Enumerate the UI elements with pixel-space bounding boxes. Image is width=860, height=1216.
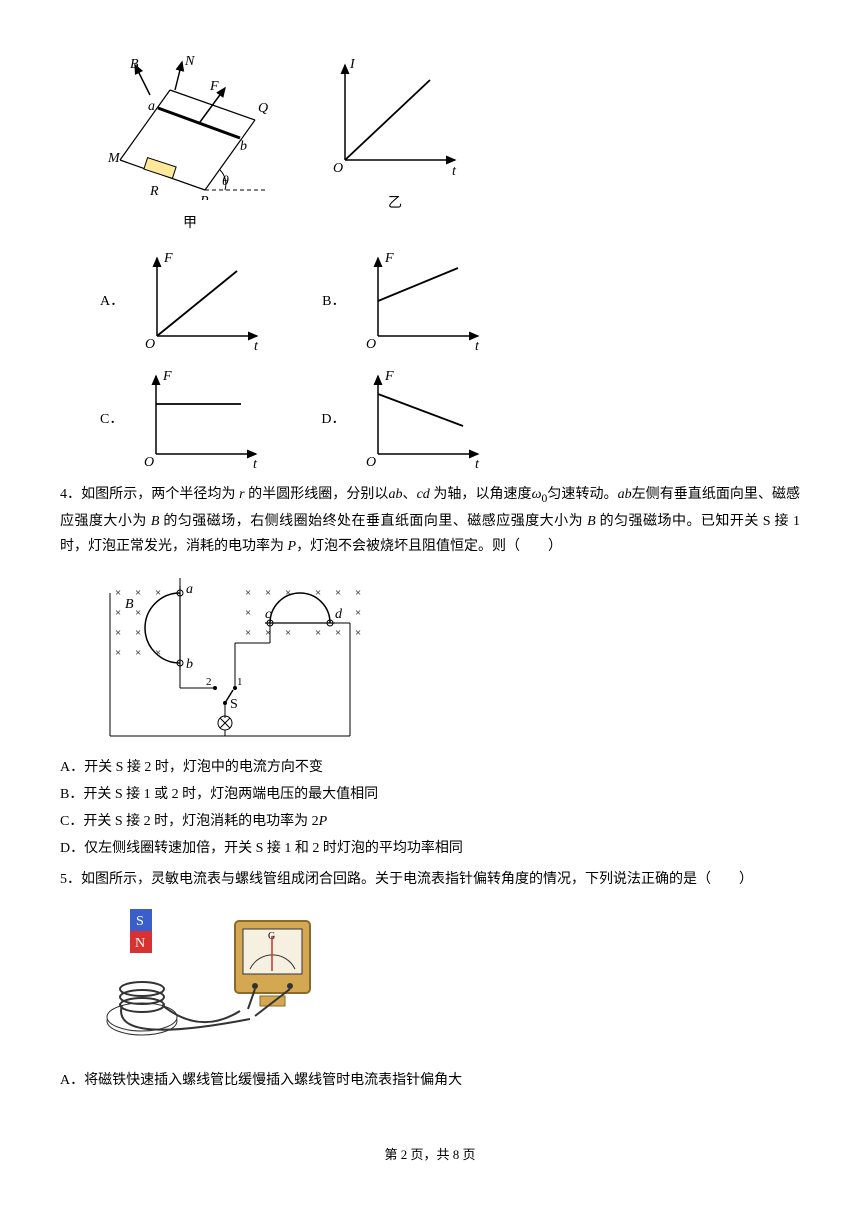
- svg-text:O: O: [366, 337, 376, 352]
- svg-text:×: ×: [355, 627, 361, 639]
- svg-text:×: ×: [285, 627, 291, 639]
- svg-text:×: ×: [115, 627, 121, 639]
- q4-circuit-svg: ××× ×× ×× ××× ×××××× ×× ××××××: [100, 568, 380, 738]
- svg-text:d: d: [335, 607, 343, 622]
- option-c-graph: O t F: [131, 364, 271, 474]
- svg-text:×: ×: [355, 607, 361, 619]
- q3-option-a: A． O t F: [100, 246, 272, 356]
- option-b-label: B．: [322, 289, 345, 314]
- svg-text:O: O: [366, 455, 376, 470]
- svg-text:2: 2: [206, 676, 212, 688]
- svg-text:F: F: [209, 79, 219, 94]
- q4-option-d: D．仅左侧线圈转速加倍，开关 S 接 1 和 2 时灯泡的平均功率相同: [60, 836, 800, 861]
- svg-text:×: ×: [335, 587, 341, 599]
- q4-text: 4．如图所示，两个半径均为 r 的半圆形线圈，分别以ab、cd 为轴，以角速度ω…: [60, 482, 800, 559]
- svg-text:×: ×: [245, 627, 251, 639]
- svg-text:b: b: [240, 139, 247, 154]
- option-a-graph: O t F: [132, 246, 272, 356]
- q5-option-a: A．将磁铁快速插入螺线管比缓慢插入螺线管时电流表指针偏角大: [60, 1068, 800, 1093]
- q5-diagram: S N G: [100, 901, 800, 1060]
- option-a-label: A．: [100, 289, 124, 314]
- q5-num: 5．: [60, 872, 81, 887]
- svg-text:×: ×: [115, 607, 121, 619]
- svg-text:F: F: [162, 369, 172, 384]
- svg-text:P: P: [199, 194, 209, 200]
- q4-option-a: A．开关 S 接 2 时，灯泡中的电流方向不变: [60, 755, 800, 780]
- q4-diagram: ××× ×× ×× ××× ×××××× ×× ××××××: [100, 568, 800, 747]
- svg-text:θ: θ: [222, 174, 229, 189]
- q4-num: 4．: [60, 487, 81, 502]
- svg-text:F: F: [384, 369, 394, 384]
- svg-text:O: O: [144, 455, 154, 470]
- q4-option-c: C．开关 S 接 2 时，灯泡消耗的电功率为 2P: [60, 809, 800, 834]
- svg-text:F: F: [163, 251, 173, 266]
- q3-option-d: D． O t F: [321, 364, 493, 474]
- svg-text:G: G: [268, 931, 275, 942]
- it-graph-svg: O t I: [320, 50, 470, 180]
- svg-text:t: t: [475, 457, 480, 472]
- svg-text:N: N: [184, 54, 195, 69]
- svg-text:R: R: [149, 184, 159, 199]
- svg-text:t: t: [254, 339, 259, 354]
- svg-text:b: b: [186, 657, 193, 672]
- svg-text:N: N: [135, 936, 145, 951]
- svg-text:t: t: [475, 339, 480, 354]
- svg-text:B: B: [130, 57, 139, 72]
- svg-text:×: ×: [315, 627, 321, 639]
- inclined-plane-svg: B N F Q M R P a b θ: [100, 50, 280, 200]
- svg-text:a: a: [148, 99, 155, 114]
- q5-svg: S N G: [100, 901, 330, 1051]
- svg-text:1: 1: [237, 676, 243, 688]
- option-d-graph: O t F: [353, 364, 493, 474]
- svg-text:t: t: [253, 457, 258, 472]
- q3-figures: B N F Q M R P a b θ 甲 O t I 乙: [100, 50, 800, 236]
- svg-text:×: ×: [355, 587, 361, 599]
- option-b-graph: O t F: [353, 246, 493, 356]
- q3-options: A． O t F B． O t F: [100, 246, 800, 474]
- svg-text:×: ×: [135, 627, 141, 639]
- svg-text:×: ×: [265, 587, 271, 599]
- page-footer: 第 2 页，共 8 页: [60, 1143, 800, 1166]
- fig-jia-label: 甲: [100, 211, 280, 236]
- svg-text:S: S: [230, 697, 238, 712]
- svg-text:I: I: [349, 57, 356, 72]
- q3-option-b: B． O t F: [322, 246, 493, 356]
- fig-yi: O t I 乙: [320, 50, 470, 236]
- svg-text:O: O: [145, 337, 155, 352]
- fig-yi-label: 乙: [320, 191, 470, 216]
- svg-text:×: ×: [115, 647, 121, 659]
- svg-text:Q: Q: [258, 101, 268, 116]
- svg-text:O: O: [333, 161, 343, 176]
- svg-text:c: c: [265, 607, 272, 622]
- option-c-label: C．: [100, 407, 123, 432]
- svg-text:×: ×: [245, 587, 251, 599]
- svg-text:F: F: [384, 251, 394, 266]
- svg-text:×: ×: [135, 607, 141, 619]
- option-d-label: D．: [321, 407, 345, 432]
- svg-text:×: ×: [135, 647, 141, 659]
- svg-text:t: t: [452, 164, 457, 179]
- svg-text:×: ×: [335, 627, 341, 639]
- svg-text:a: a: [186, 582, 193, 597]
- svg-text:M: M: [107, 151, 121, 166]
- q4-option-b: B．开关 S 接 1 或 2 时，灯泡两端电压的最大值相同: [60, 782, 800, 807]
- svg-text:S: S: [136, 914, 144, 929]
- q5-text: 5．如图所示，灵敏电流表与螺线管组成闭合回路。关于电流表指针偏转角度的情况，下列…: [60, 867, 800, 892]
- svg-text:B: B: [125, 597, 134, 612]
- q3-option-c: C． O t F: [100, 364, 271, 474]
- svg-text:×: ×: [245, 607, 251, 619]
- fig-jia: B N F Q M R P a b θ 甲: [100, 50, 280, 236]
